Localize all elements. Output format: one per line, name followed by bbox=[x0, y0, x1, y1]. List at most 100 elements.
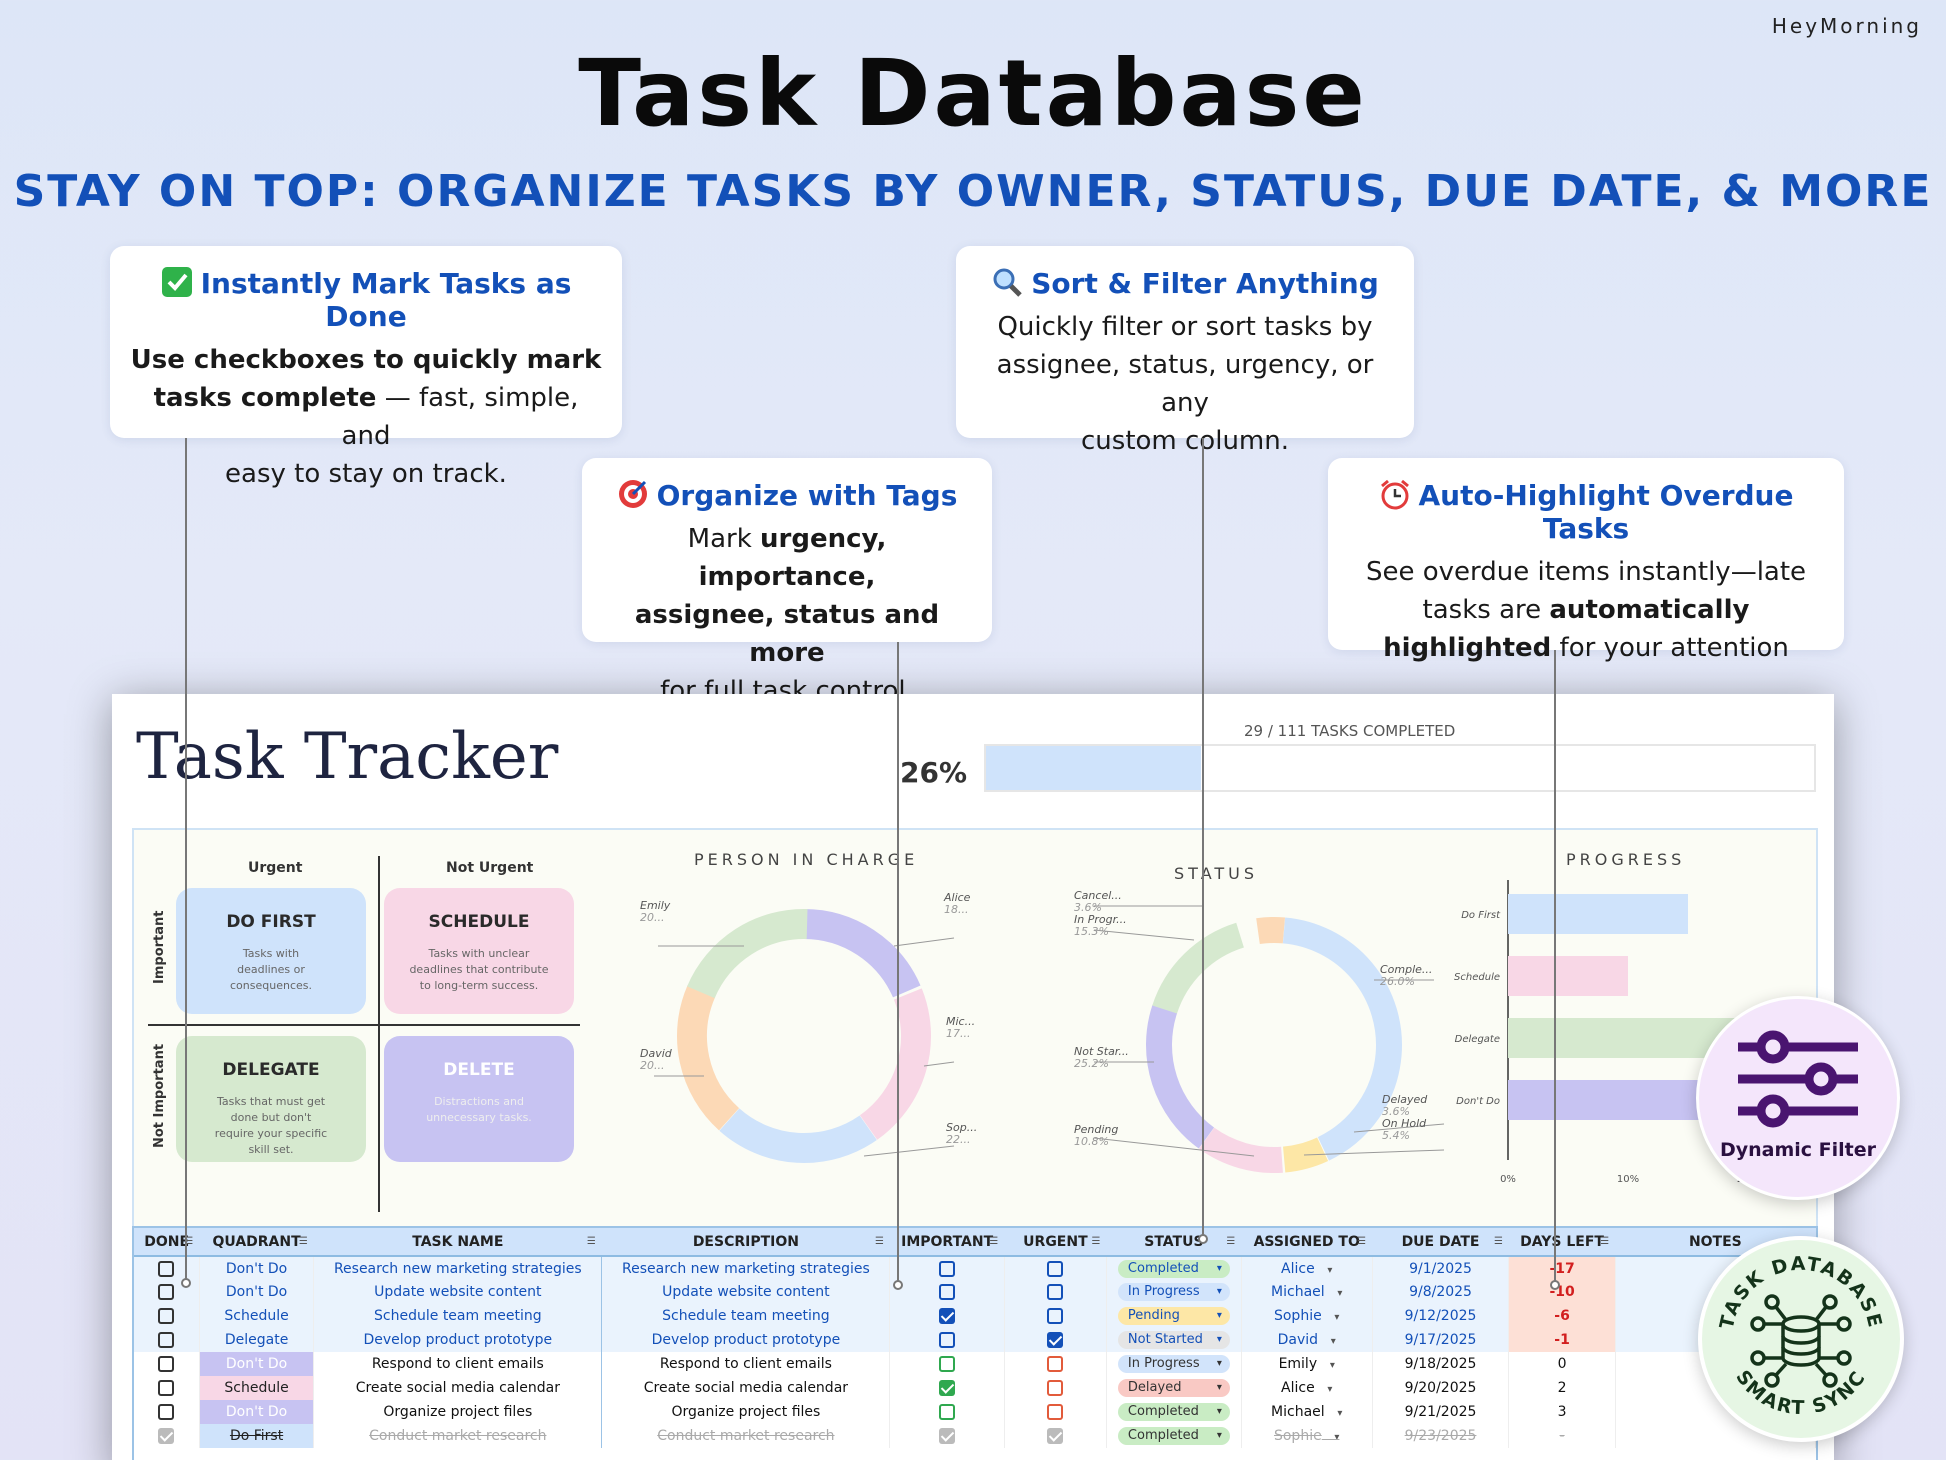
done-checkbox[interactable] bbox=[158, 1356, 175, 1372]
done-checkbox[interactable] bbox=[158, 1308, 175, 1324]
table-cell[interactable] bbox=[134, 1352, 200, 1376]
column-header[interactable]: URGENT ☰ bbox=[1004, 1228, 1107, 1257]
column-header[interactable]: DUE DATE ☰ bbox=[1372, 1228, 1509, 1257]
table-cell[interactable] bbox=[134, 1400, 200, 1424]
table-row: Don't Do Respond to client emails Respond … bbox=[134, 1352, 1817, 1376]
table-cell[interactable] bbox=[1004, 1376, 1108, 1400]
column-header[interactable]: IMPORTANT ☰ bbox=[889, 1228, 1005, 1257]
table-cell[interactable] bbox=[134, 1304, 200, 1328]
table-cell[interactable] bbox=[1004, 1304, 1108, 1328]
urgent-checkbox[interactable] bbox=[1047, 1404, 1064, 1420]
important-checkbox[interactable] bbox=[939, 1284, 956, 1300]
urgent-checkbox[interactable] bbox=[1047, 1332, 1064, 1348]
quadrant-delegate: DELEGATE Tasks that must get done but do… bbox=[176, 1036, 366, 1162]
urgent-checkbox[interactable] bbox=[1047, 1356, 1064, 1372]
column-header[interactable]: TASK NAME ☰ bbox=[313, 1228, 602, 1257]
status-dropdown[interactable]: Completed bbox=[1117, 1427, 1230, 1445]
column-header[interactable]: ASSIGNED TO ☰ bbox=[1241, 1228, 1373, 1257]
chevron-down-icon[interactable]: ▾ bbox=[1314, 1264, 1333, 1276]
table-cell[interactable] bbox=[1004, 1400, 1108, 1424]
chevron-down-icon[interactable]: ▾ bbox=[1317, 1360, 1335, 1371]
table-cell[interactable] bbox=[134, 1256, 200, 1280]
table-cell: 0 bbox=[1508, 1352, 1616, 1376]
column-header[interactable]: DESCRIPTION ☰ bbox=[601, 1228, 890, 1257]
table-cell[interactable] bbox=[889, 1376, 1005, 1400]
status-dropdown[interactable]: Not Started bbox=[1117, 1331, 1230, 1349]
chevron-down-icon[interactable]: ▾ bbox=[1321, 1312, 1340, 1323]
done-checkbox[interactable] bbox=[158, 1332, 175, 1348]
column-header[interactable]: DONE ☰ bbox=[134, 1228, 200, 1257]
table-cell[interactable] bbox=[889, 1400, 1005, 1424]
column-header[interactable]: DAYS LEFT ☰ bbox=[1508, 1228, 1616, 1257]
table-cell[interactable] bbox=[889, 1328, 1005, 1352]
urgent-checkbox[interactable] bbox=[1047, 1308, 1064, 1324]
filter-icon[interactable]: ☰ bbox=[1226, 1236, 1236, 1247]
quadrant-desc: Tasks with deadlines or consequences. bbox=[230, 947, 312, 992]
urgent-checkbox[interactable] bbox=[1047, 1284, 1064, 1300]
filter-icon[interactable]: ☰ bbox=[1357, 1236, 1367, 1247]
table-cell[interactable] bbox=[889, 1352, 1005, 1376]
column-header-label: NOTES bbox=[1688, 1233, 1742, 1250]
table-cell: Alice ▾ bbox=[1241, 1376, 1373, 1400]
filter-icon[interactable]: ☰ bbox=[586, 1236, 596, 1247]
status-dropdown[interactable]: In Progress bbox=[1117, 1283, 1230, 1301]
status-dropdown[interactable]: Completed bbox=[1117, 1259, 1230, 1278]
table-cell[interactable] bbox=[1004, 1256, 1108, 1280]
table-cell[interactable] bbox=[889, 1256, 1005, 1280]
filter-icon[interactable]: ☰ bbox=[298, 1236, 308, 1247]
table-cell[interactable] bbox=[889, 1280, 1005, 1304]
filter-icon[interactable]: ☰ bbox=[989, 1236, 999, 1247]
table-cell[interactable] bbox=[889, 1304, 1005, 1328]
important-checkbox[interactable] bbox=[939, 1428, 956, 1444]
table-cell: 9/18/2025 bbox=[1372, 1352, 1510, 1376]
filter-icon[interactable]: ☰ bbox=[1494, 1236, 1503, 1247]
filter-icon[interactable]: ☰ bbox=[184, 1236, 194, 1247]
status-dropdown[interactable]: In Progress bbox=[1117, 1355, 1230, 1373]
important-checkbox[interactable] bbox=[939, 1380, 956, 1396]
table-cell[interactable] bbox=[1004, 1280, 1108, 1304]
table-cell[interactable] bbox=[134, 1424, 200, 1448]
progress-bar-label: Schedule bbox=[1454, 972, 1500, 983]
done-checkbox[interactable] bbox=[158, 1428, 175, 1444]
matrix-important-label: Important bbox=[152, 910, 167, 985]
urgent-checkbox[interactable] bbox=[1047, 1260, 1064, 1277]
filter-icon[interactable]: ☰ bbox=[1091, 1236, 1101, 1247]
table-cell[interactable] bbox=[889, 1424, 1005, 1448]
chevron-down-icon[interactable]: ▾ bbox=[1321, 1432, 1340, 1443]
chevron-down-icon[interactable]: ▾ bbox=[1314, 1384, 1333, 1395]
important-checkbox[interactable] bbox=[939, 1308, 956, 1324]
important-checkbox[interactable] bbox=[939, 1404, 956, 1420]
done-checkbox[interactable] bbox=[158, 1284, 175, 1300]
column-header[interactable]: QUADRANT ☰ bbox=[199, 1228, 314, 1257]
table-cell: Pending bbox=[1106, 1304, 1242, 1328]
table-cell[interactable] bbox=[1004, 1328, 1108, 1352]
donut-label: On Hold 5.4% bbox=[1382, 1117, 1427, 1142]
done-checkbox[interactable] bbox=[158, 1260, 175, 1277]
urgent-checkbox[interactable] bbox=[1047, 1380, 1064, 1396]
callout-leader-line bbox=[1202, 438, 1204, 1238]
table-cell[interactable] bbox=[1004, 1352, 1108, 1376]
table-cell[interactable] bbox=[134, 1376, 200, 1400]
dynamic-filter-badge: Dynamic Filter bbox=[1696, 996, 1900, 1200]
status-dropdown[interactable]: Pending bbox=[1117, 1307, 1230, 1325]
days-left: - bbox=[1559, 1428, 1565, 1444]
important-checkbox[interactable] bbox=[939, 1332, 956, 1348]
done-checkbox[interactable] bbox=[158, 1380, 175, 1396]
chevron-down-icon[interactable]: ▾ bbox=[1318, 1336, 1336, 1347]
chevron-down-icon[interactable]: ▾ bbox=[1324, 1408, 1343, 1419]
important-checkbox[interactable] bbox=[939, 1356, 956, 1372]
table-cell[interactable] bbox=[1004, 1424, 1108, 1448]
column-header-label: IMPORTANT bbox=[901, 1233, 994, 1250]
donut-label: Mic... 17... bbox=[946, 1015, 976, 1040]
status-dropdown[interactable]: Delayed bbox=[1117, 1379, 1230, 1397]
column-header[interactable]: STATUS ☰ bbox=[1106, 1228, 1242, 1257]
status-dropdown[interactable]: Completed bbox=[1117, 1403, 1230, 1421]
chevron-down-icon[interactable]: ▾ bbox=[1324, 1288, 1343, 1299]
done-checkbox[interactable] bbox=[158, 1404, 175, 1420]
due-date: 9/20/2025 bbox=[1404, 1380, 1477, 1396]
important-checkbox[interactable] bbox=[939, 1260, 956, 1277]
table-cell[interactable] bbox=[134, 1328, 200, 1352]
urgent-checkbox[interactable] bbox=[1047, 1428, 1064, 1444]
filter-icon[interactable]: ☰ bbox=[1600, 1236, 1610, 1247]
filter-icon[interactable]: ☰ bbox=[874, 1236, 884, 1247]
